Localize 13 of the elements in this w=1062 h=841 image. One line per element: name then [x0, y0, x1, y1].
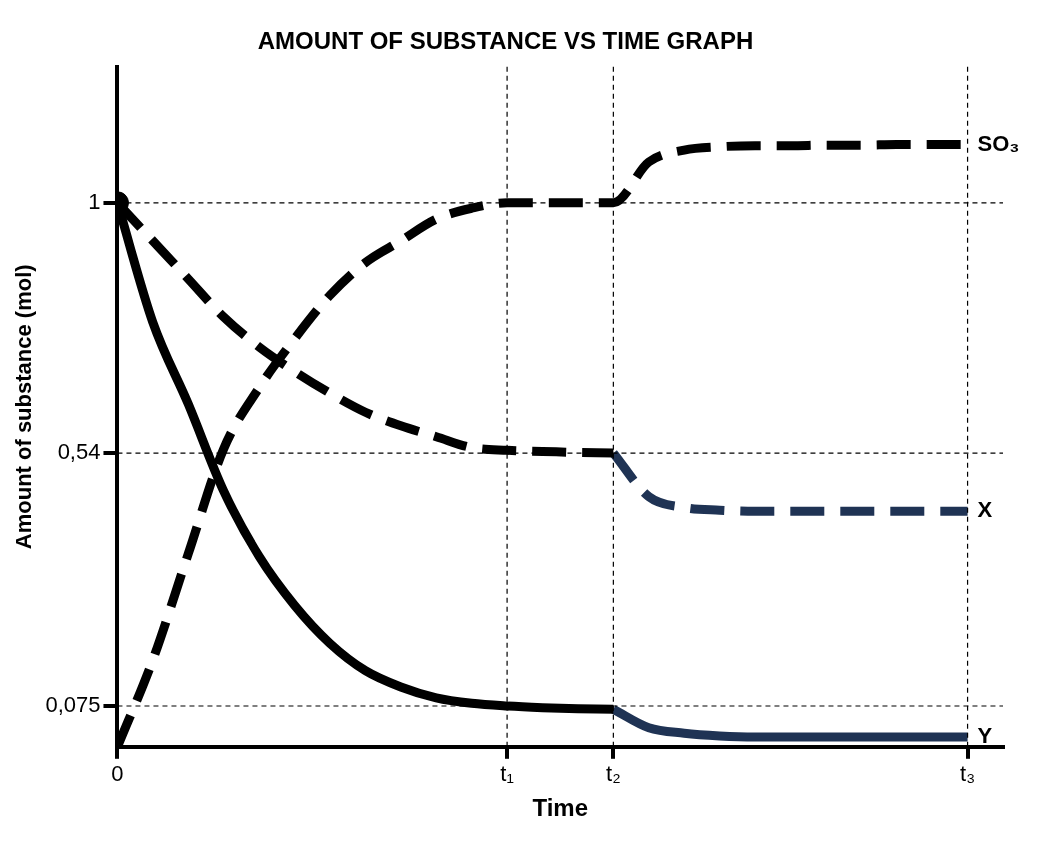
chart-title: AMOUNT OF SUBSTANCE VS TIME GRAPH [257, 27, 754, 55]
y-tick-label: 0,075 [45, 692, 101, 718]
x-tick-label: t₁ [500, 761, 514, 787]
x-tick-label: t₂ [606, 761, 621, 787]
x-tick-label: t₃ [960, 761, 976, 787]
series-label: Y [977, 723, 993, 749]
x-tick-label: 0 [111, 761, 124, 787]
y-tick-label: 0,54 [57, 439, 101, 465]
x-axis-title: Time [532, 794, 589, 822]
y-tick-label: 1 [88, 188, 101, 214]
series-label: X [977, 497, 993, 523]
y-axis-title: Amount of substance (mol) [11, 264, 37, 550]
series-label: SO₃ [977, 130, 1020, 156]
